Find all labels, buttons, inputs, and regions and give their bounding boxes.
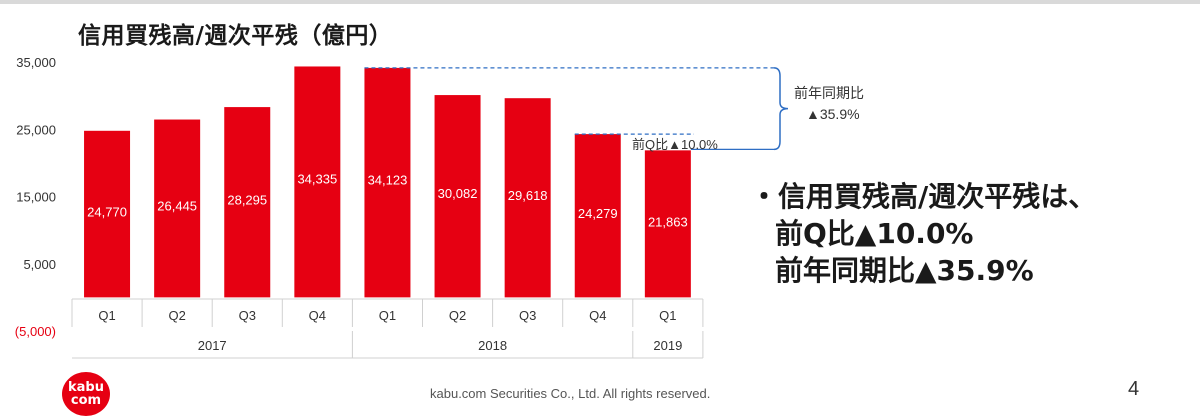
logo-text-top: kabu [68, 380, 104, 395]
bar [504, 98, 551, 298]
y-tick-label: 25,000 [16, 122, 56, 137]
x-tick-label: Q4 [309, 308, 326, 323]
page-title: 信用買残高/週次平残（億円） [78, 23, 393, 49]
copyright-footer: kabu.com Securities Co., Ltd. All rights… [430, 386, 711, 401]
bar [434, 95, 481, 298]
value-labels-group: 24,770 26,445 28,295 34,335 34,123 30,082 29,6… [87, 172, 688, 230]
y-tick-label: 15,000 [16, 190, 56, 205]
bar-value-label: 29,618 [508, 188, 548, 203]
y-tick-label: 5,000 [23, 257, 56, 272]
bar [574, 134, 621, 298]
x-tick-label: Q3 [519, 308, 536, 323]
x-tick-label: Q1 [659, 308, 676, 323]
y-tick-label: 35,000 [16, 55, 56, 70]
x-tick-label: Q2 [168, 308, 185, 323]
summary-text: ・信用買残高/週次平残は、 前Q比▲10.0% 前年同期比▲35.9% [750, 178, 1096, 289]
annotations-group: 前Q比▲10.0% 前年同期比 ▲35.9% [364, 67, 864, 152]
bar [644, 150, 691, 298]
y-axis: 35,000 25,000 15,000 5,000 (5,000) [15, 55, 56, 339]
x-group-label: 2017 [198, 338, 227, 353]
x-tick-label: Q3 [239, 308, 256, 323]
bar [364, 67, 411, 298]
bar-value-label: 30,082 [438, 186, 478, 201]
bar-value-label: 24,279 [578, 206, 618, 221]
x-group-label: 2018 [478, 338, 507, 353]
bar-value-label: 24,770 [87, 204, 127, 219]
bars-group [84, 66, 691, 298]
y-tick-label: (5,000) [15, 324, 56, 339]
x-tick-label: Q4 [589, 308, 606, 323]
kabu-com-logo: kabu com [62, 372, 110, 416]
page-number: 4 [1128, 378, 1140, 400]
x-axis: Q1 Q2 Q3 Q4 Q1 Q2 Q3 Q4 Q1 2017 2018 2019 [71, 298, 704, 359]
yoy-annotation-label-1: 前年同期比 [794, 85, 864, 101]
top-divider [0, 0, 1200, 4]
x-group-label: 2019 [653, 338, 682, 353]
bar [294, 66, 341, 298]
summary-line-2: 前Q比▲10.0% [775, 217, 974, 250]
yoy-bracket [773, 67, 789, 151]
qoq-annotation-label: 前Q比▲10.0% [632, 137, 718, 152]
yoy-annotation-label-2: ▲35.9% [806, 106, 860, 122]
bar [154, 119, 201, 298]
bar-value-label: 21,863 [648, 214, 688, 229]
bar-value-label: 28,295 [227, 192, 267, 207]
summary-line-3: 前年同期比▲35.9% [775, 254, 1034, 287]
bar [224, 107, 271, 298]
x-tick-label: Q1 [379, 308, 396, 323]
bar-value-label: 26,445 [157, 199, 197, 214]
bar-value-label: 34,123 [368, 172, 408, 187]
bar [84, 130, 131, 298]
x-tick-label: Q2 [449, 308, 466, 323]
summary-line-1: ・信用買残高/週次平残は、 [750, 180, 1097, 213]
x-tick-label: Q1 [98, 308, 115, 323]
logo-text-bottom: com [70, 393, 102, 408]
bar-value-label: 34,335 [297, 172, 337, 187]
